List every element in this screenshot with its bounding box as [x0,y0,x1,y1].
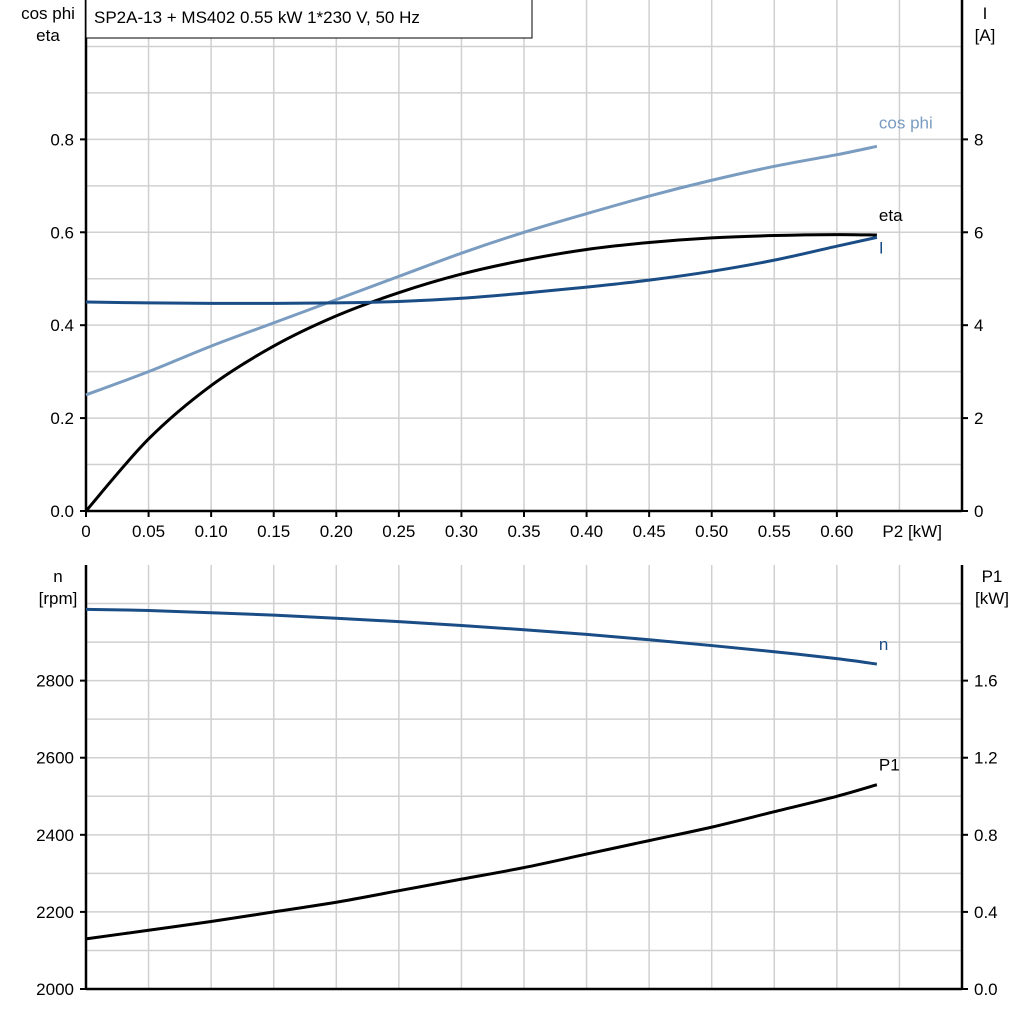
x-tick-label: 0.30 [445,522,478,541]
left-axis-label: [rpm] [39,589,78,608]
right-tick-label: 0.8 [974,826,998,845]
left-tick-label: 2600 [36,749,74,768]
left-tick-label: 0.4 [50,316,74,335]
left-tick-label: 0.2 [50,409,74,428]
series-line-n [85,607,878,666]
chart-title: SP2A-13 + MS402 0.55 kW 1*230 V, 50 Hz [94,8,420,27]
right-tick-label: 6 [974,223,983,242]
title-box [85,0,533,39]
right-tick-label: 2 [974,409,983,428]
right-axis-label: [A] [975,26,996,45]
right-axis-label: [kW] [975,589,1009,608]
series-line-eta [84,233,877,512]
left-tick-label: 2800 [36,672,74,691]
right-tick-label: 1.6 [974,672,998,691]
x-tick-label: 0.45 [633,522,666,541]
left-tick-label: 0.8 [50,130,74,149]
series-label-p1: P1 [879,756,900,775]
series-label-eta: eta [879,206,903,225]
right-tick-label: 8 [974,130,983,149]
left-tick-label: 2000 [36,980,74,999]
right-tick-label: 0.4 [974,903,998,922]
series-label-n: n [879,635,888,654]
left-tick-label: 2400 [36,826,74,845]
x-tick-label: 0.50 [695,522,728,541]
x-tick-label: 0 [81,522,90,541]
series-line-cos-phi [85,144,878,397]
x-tick-label: 0.15 [257,522,290,541]
series-label-i: I [879,238,884,257]
x-tick-label: 0.25 [382,522,415,541]
series-label-cos-phi: cos phi [879,113,933,132]
series-line-i [85,235,878,305]
x-tick-label: 0.05 [132,522,165,541]
left-tick-label: 2200 [36,903,74,922]
right-tick-label: 0.0 [974,980,998,999]
x-tick-label: 0.40 [570,522,603,541]
right-tick-label: 4 [974,316,983,335]
x-axis-label: P2 [kW] [882,522,942,541]
right-tick-label: 0 [974,502,983,521]
left-tick-label: 0.0 [50,502,74,521]
left-axis-label: eta [36,26,60,45]
x-tick-label: 0.55 [758,522,791,541]
left-axis-label: n [53,567,62,586]
x-tick-label: 0.10 [195,522,228,541]
x-tick-label: 0.20 [320,522,353,541]
left-axis-label: cos phi [21,4,75,23]
series-line-p1 [85,783,878,941]
x-tick-label: 0.35 [507,522,540,541]
right-tick-label: 1.2 [974,749,998,768]
right-axis-label: I [983,4,988,23]
left-tick-label: 0.6 [50,223,74,242]
x-tick-label: 0.60 [820,522,853,541]
right-axis-label: P1 [982,567,1003,586]
